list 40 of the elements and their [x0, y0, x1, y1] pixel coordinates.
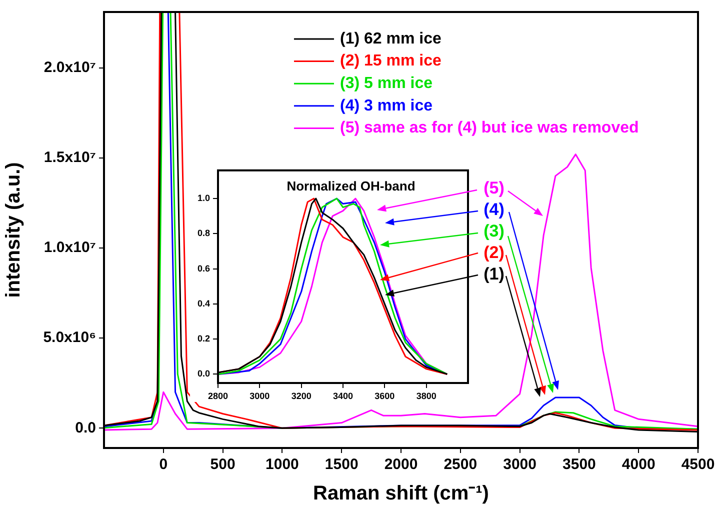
y-axis-title: intensity (a.u.) — [2, 162, 25, 298]
y-tick-label: 0.2 — [197, 334, 210, 344]
annotation: (1) — [484, 264, 504, 284]
y-tick-label: 1.0 — [197, 192, 210, 203]
annotation: (5) — [484, 178, 504, 198]
x-tick-label: 3000 — [503, 456, 536, 474]
x-tick-label: 3800 — [416, 390, 436, 401]
x-tick-label: 4000 — [622, 456, 656, 474]
x-tick-label: 1500 — [324, 456, 358, 474]
y-tick-label: 0.0 — [197, 368, 210, 379]
y-tick-label: 2.0x10⁷ — [44, 58, 96, 76]
x-axis-title: Raman shift (cm⁻¹) — [313, 482, 489, 505]
x-tick-label: 0 — [159, 456, 168, 474]
x-tick-label: 3500 — [562, 456, 596, 474]
x-tick-label: 2000 — [384, 456, 418, 474]
x-tick-label: 2800 — [208, 390, 228, 401]
y-tick-label: 0.0 — [75, 419, 96, 436]
legend-label: (5) same as for (4) but ice was removed — [340, 120, 639, 137]
y-tick-label: 5.0x10⁶ — [43, 329, 96, 346]
x-tick-label: 2500 — [444, 456, 478, 474]
y-tick-label: 0.4 — [197, 298, 210, 308]
y-tick-label: 0.6 — [197, 263, 210, 274]
y-tick-label: 0.8 — [197, 228, 210, 238]
legend-label: (3) 5 mm ice — [340, 75, 433, 92]
x-tick-label: 500 — [210, 456, 236, 474]
y-tick-label: 1.0x10⁷ — [44, 239, 96, 256]
annotation: (2) — [484, 243, 504, 262]
x-tick-label: 4500 — [681, 456, 715, 474]
x-tick-label: 3400 — [332, 390, 354, 401]
y-tick-label: 1.5x10⁷ — [44, 149, 96, 166]
legend-label: (1) 62 mm ice — [340, 30, 442, 48]
text: Normalized OH-band — [286, 178, 416, 194]
x-tick-label: 3600 — [374, 390, 395, 401]
x-tick-label: 1000 — [266, 456, 299, 474]
annotation: (3) — [484, 222, 504, 241]
x-tick-label: 3200 — [291, 390, 312, 401]
legend-label: (2) 15 mm ice — [340, 52, 442, 70]
legend-label: (4) 3 mm ice — [340, 97, 433, 114]
x-tick-label: 3000 — [250, 390, 270, 401]
annotation: (4) — [484, 200, 504, 220]
